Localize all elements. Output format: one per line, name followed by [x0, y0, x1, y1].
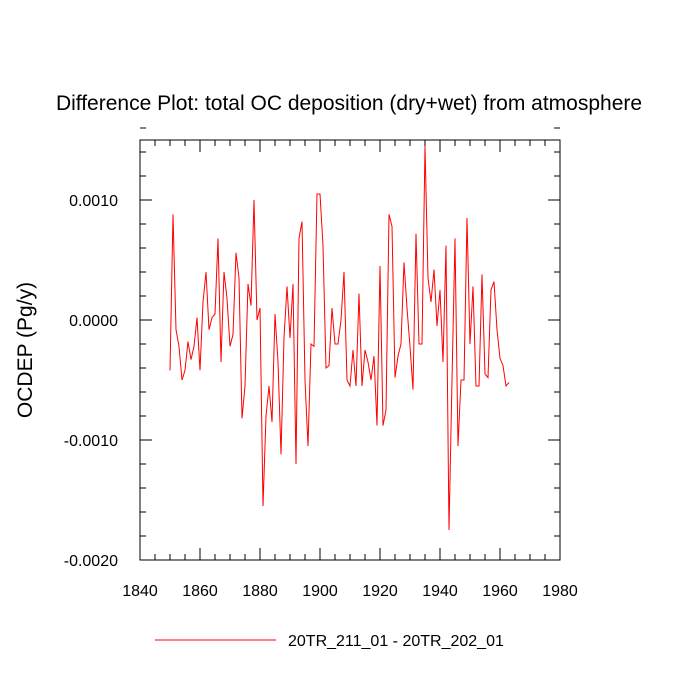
x-tick-label: 1980	[542, 583, 578, 600]
plot-frame	[139, 139, 561, 561]
x-tick-label: 1960	[482, 583, 518, 600]
y-tick-label: -0.0010	[64, 433, 118, 450]
y-axis-label: OCDEP (Pg/y)	[14, 282, 37, 418]
x-tick-label: 1900	[302, 583, 338, 600]
x-tick-label: 1880	[242, 583, 278, 600]
legend-label: 20TR_211_01 - 20TR_202_01	[288, 633, 504, 650]
y-tick-label: 0.0000	[69, 313, 118, 330]
y-tick-label: 0.0010	[69, 193, 118, 210]
x-tick-label: 1860	[182, 583, 218, 600]
series-line	[169, 145, 510, 531]
y-tick-label: -0.0020	[64, 553, 118, 570]
x-tick-label: 1940	[422, 583, 458, 600]
legend: 20TR_211_01 - 20TR_202_01	[155, 633, 504, 650]
chart-title: Difference Plot: total OC deposition (dr…	[56, 92, 642, 115]
plot-area: 1840 1860 1880 1900 1920 1940 1960 1980 -0.0020 -…	[64, 127, 578, 600]
x-tick-label: 1920	[362, 583, 398, 600]
x-tick-label: 1840	[122, 583, 158, 600]
